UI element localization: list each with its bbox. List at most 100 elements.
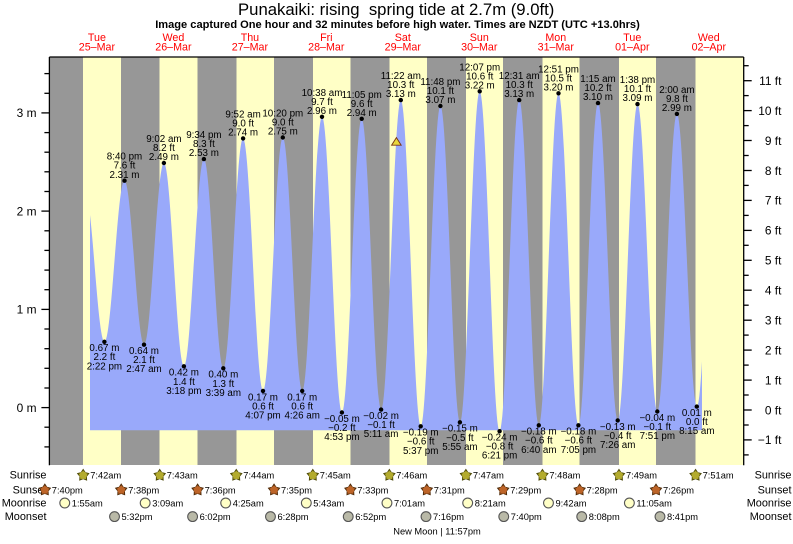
svg-text:3:39 am: 3:39 am (206, 388, 241, 399)
svg-text:27–Mar: 27–Mar (232, 41, 269, 53)
svg-text:9.8 ft: 9.8 ft (666, 94, 688, 105)
svg-text:Wed: Wed (698, 32, 720, 44)
svg-text:Moonrise: Moonrise (2, 497, 47, 509)
svg-text:7:31pm: 7:31pm (434, 485, 465, 495)
svg-text:7:49am: 7:49am (626, 471, 657, 481)
svg-text:6:02pm: 6:02pm (200, 512, 231, 522)
svg-text:2.49 m: 2.49 m (149, 152, 179, 163)
svg-text:7:45am: 7:45am (320, 471, 351, 481)
svg-text:3 m: 3 m (17, 106, 37, 120)
svg-text:7:51am: 7:51am (703, 471, 734, 481)
svg-text:3:09am: 3:09am (152, 498, 183, 508)
svg-text:Mon: Mon (545, 32, 566, 44)
svg-text:Sunrise: Sunrise (755, 470, 792, 482)
svg-text:7.6 ft: 7.6 ft (114, 161, 136, 172)
svg-text:Sunrise: Sunrise (10, 470, 47, 482)
svg-text:7:16pm: 7:16pm (433, 512, 464, 522)
svg-text:7:26 am: 7:26 am (600, 440, 635, 451)
svg-text:2 ft: 2 ft (765, 343, 782, 357)
svg-text:7:40pm: 7:40pm (52, 485, 83, 495)
svg-text:7:47am: 7:47am (473, 471, 504, 481)
svg-text:Sun: Sun (470, 32, 489, 44)
svg-text:−0.18 m: −0.18 m (521, 427, 557, 438)
svg-text:10.2 ft: 10.2 ft (584, 83, 612, 94)
svg-text:Fri: Fri (320, 32, 332, 44)
svg-text:0.42 m: 0.42 m (169, 368, 199, 379)
svg-text:25–Mar: 25–Mar (79, 41, 116, 53)
svg-text:8:40 pm: 8:40 pm (107, 152, 142, 163)
svg-text:2.53 m: 2.53 m (189, 148, 219, 159)
svg-text:0.0 ft: 0.0 ft (686, 417, 708, 428)
svg-text:2.99 m: 2.99 m (662, 103, 692, 114)
svg-text:7:48am: 7:48am (549, 471, 580, 481)
svg-text:−0.04 m: −0.04 m (639, 413, 675, 424)
svg-text:−0.1 ft: −0.1 ft (644, 422, 672, 433)
svg-text:7:43am: 7:43am (167, 471, 198, 481)
svg-text:5:43am: 5:43am (313, 498, 344, 508)
svg-text:−0.6 ft: −0.6 ft (525, 436, 553, 447)
svg-text:1.3 ft: 1.3 ft (212, 379, 234, 390)
svg-text:6:52pm: 6:52pm (355, 512, 386, 522)
svg-text:9 ft: 9 ft (765, 134, 782, 148)
svg-text:3.10 m: 3.10 m (583, 92, 613, 103)
svg-text:9.0 ft: 9.0 ft (272, 118, 294, 129)
svg-text:10 ft: 10 ft (758, 104, 782, 118)
svg-text:−0.15 m: −0.15 m (442, 424, 478, 435)
svg-text:−0.6 ft: −0.6 ft (407, 437, 435, 448)
svg-text:7:38pm: 7:38pm (128, 485, 159, 495)
svg-text:Moonrise: Moonrise (747, 497, 792, 509)
svg-text:2.96 m: 2.96 m (307, 106, 337, 117)
svg-text:6:21 pm: 6:21 pm (482, 451, 517, 462)
svg-text:2.2 ft: 2.2 ft (94, 352, 116, 363)
svg-text:01–Apr: 01–Apr (615, 41, 650, 53)
svg-text:5:55 am: 5:55 am (442, 442, 477, 453)
svg-text:−0.8 ft: −0.8 ft (486, 442, 514, 453)
svg-text:0.40 m: 0.40 m (208, 370, 238, 381)
svg-text:11:48 pm: 11:48 pm (420, 77, 460, 88)
svg-text:11 ft: 11 ft (759, 74, 782, 88)
svg-text:New Moon | 11:57pm: New Moon | 11:57pm (393, 527, 481, 537)
svg-text:9.7 ft: 9.7 ft (311, 97, 333, 108)
svg-text:10.6 ft: 10.6 ft (466, 71, 494, 82)
svg-text:−0.05 m: −0.05 m (324, 414, 360, 425)
svg-text:10:20 pm: 10:20 pm (262, 109, 303, 120)
svg-text:10:38 am: 10:38 am (302, 88, 343, 99)
svg-text:Wed: Wed (163, 32, 185, 44)
svg-text:4:25am: 4:25am (233, 498, 264, 508)
svg-text:0 m: 0 m (17, 401, 37, 415)
svg-text:0.64 m: 0.64 m (129, 346, 159, 357)
svg-text:9:02 am: 9:02 am (146, 134, 181, 145)
svg-text:11:05 pm: 11:05 pm (342, 90, 382, 101)
svg-text:7:36pm: 7:36pm (205, 485, 236, 495)
svg-text:1.4 ft: 1.4 ft (173, 377, 195, 388)
svg-text:Moonset: Moonset (750, 511, 792, 523)
svg-text:3.13 m: 3.13 m (386, 89, 416, 100)
svg-text:−0.02 m: −0.02 m (363, 411, 399, 422)
svg-text:5:37 pm: 5:37 pm (403, 446, 438, 457)
svg-text:8:41pm: 8:41pm (667, 512, 698, 522)
svg-text:0.6 ft: 0.6 ft (252, 401, 274, 412)
svg-text:−0.13 m: −0.13 m (600, 422, 636, 433)
svg-text:7:01am: 7:01am (394, 498, 425, 508)
svg-text:30–Mar: 30–Mar (461, 41, 498, 53)
svg-text:2.1 ft: 2.1 ft (133, 355, 155, 366)
svg-text:7:42am: 7:42am (90, 471, 121, 481)
svg-text:3.07 m: 3.07 m (425, 95, 455, 106)
svg-text:7:29pm: 7:29pm (510, 485, 541, 495)
svg-text:1:38 pm: 1:38 pm (620, 75, 655, 86)
svg-text:−0.18 m: −0.18 m (561, 427, 597, 438)
svg-text:8:21am: 8:21am (475, 498, 506, 508)
svg-text:Sat: Sat (395, 32, 411, 44)
svg-text:02–Apr: 02–Apr (692, 41, 727, 53)
svg-text:Moonset: Moonset (5, 511, 47, 523)
svg-text:8.2 ft: 8.2 ft (153, 143, 175, 154)
svg-text:3.20 m: 3.20 m (544, 82, 574, 93)
svg-text:Sunset: Sunset (13, 484, 47, 496)
svg-text:9:34 pm: 9:34 pm (186, 130, 221, 141)
svg-text:7 ft: 7 ft (765, 194, 782, 208)
svg-text:−0.4 ft: −0.4 ft (604, 431, 632, 442)
svg-text:−1 ft: −1 ft (758, 433, 782, 447)
svg-text:−0.1 ft: −0.1 ft (367, 420, 395, 431)
svg-text:3:18 pm: 3:18 pm (166, 386, 201, 397)
svg-text:Punakaiki: rising spring tide: Punakaiki: rising spring tide at 2.7m (9… (238, 0, 554, 19)
